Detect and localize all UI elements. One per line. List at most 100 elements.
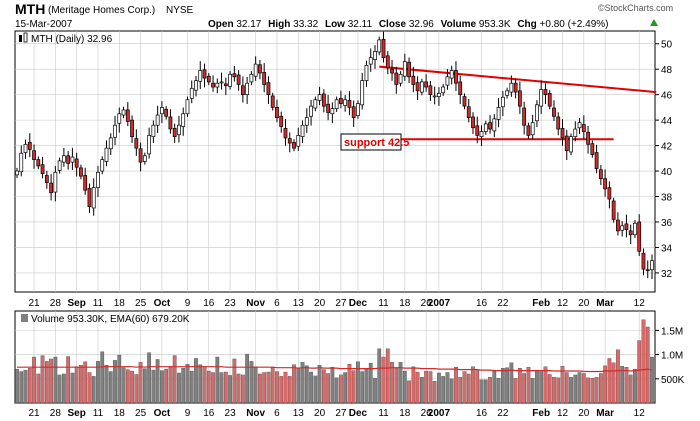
candle-up	[309, 105, 313, 117]
candle-up	[249, 73, 254, 83]
candle-down	[36, 159, 41, 167]
volume-bar	[394, 367, 399, 404]
volume-bar	[66, 356, 70, 404]
candle-down	[385, 55, 390, 69]
volume-bar	[177, 372, 181, 404]
volume-bar	[402, 370, 407, 404]
support-annotation-box	[340, 133, 402, 151]
candle-down	[466, 106, 471, 118]
price-x-axis-label: 26	[421, 298, 433, 309]
volume-bar	[113, 360, 117, 404]
volume-bar	[151, 369, 156, 404]
volume-bar	[32, 356, 36, 404]
volume-x-axis-label: Nov	[246, 408, 265, 419]
candle-up	[364, 65, 369, 82]
volume-bar	[603, 365, 607, 404]
volume-bar	[266, 371, 271, 404]
candle-up	[441, 86, 446, 94]
volume-bar	[104, 365, 109, 404]
volume-x-axis-label: 9	[185, 408, 191, 419]
price-x-axis-label: Nov	[246, 298, 265, 309]
support-annotation: support 42.5	[340, 133, 409, 151]
company-name: (Meritage Homes Corp.)	[48, 5, 155, 16]
volume-bar	[279, 376, 284, 404]
price-x-axis-label: 28	[50, 298, 62, 309]
volume-bar	[526, 367, 531, 404]
price-x-axis-label: Oct	[154, 298, 171, 309]
candle-up	[219, 81, 224, 84]
candle-down	[134, 138, 139, 149]
volume-bar	[347, 364, 352, 404]
candle-up	[539, 89, 544, 107]
candle-down	[292, 142, 296, 149]
candle-down	[471, 116, 475, 129]
volume-bar	[142, 368, 147, 404]
price-x-axis-label: 27	[335, 298, 347, 309]
volume-x-axis-label: 11	[93, 408, 104, 419]
volume-y-tick-label: 1.0M	[661, 351, 683, 362]
volume-bar	[172, 355, 177, 404]
candle-down	[275, 107, 279, 118]
volume-bar	[445, 372, 450, 404]
volume-bar	[228, 375, 232, 404]
candle-down	[206, 75, 211, 83]
volume-bar	[40, 355, 45, 404]
volume-bar	[611, 362, 616, 404]
volume-bar	[215, 356, 220, 404]
candle-up	[304, 117, 309, 126]
candle-up	[356, 103, 360, 117]
candle-down	[611, 200, 616, 220]
volume-x-axis-label: Dec	[349, 408, 368, 419]
volume-bar	[530, 378, 535, 404]
candle-down	[287, 138, 292, 144]
candle-up	[449, 70, 454, 79]
volume-x-axis-label: 6	[274, 408, 280, 419]
volume-x-axis-label: 25	[135, 408, 147, 419]
price-x-axis-label: Mar	[596, 298, 614, 309]
volume-bar	[645, 326, 650, 404]
candle-down	[407, 61, 411, 78]
volume-bar	[535, 369, 539, 404]
quote-stats: Open 32.17 High 33.32 Low 32.11 Close 32…	[208, 19, 608, 30]
volume-bar	[74, 366, 79, 404]
candle-up	[300, 124, 305, 138]
volume-bar	[330, 367, 335, 404]
price-x-axis-label: 11	[93, 298, 104, 309]
candlestick-icon-2	[23, 32, 28, 43]
candle-up	[317, 94, 322, 101]
candle-up	[100, 159, 105, 172]
price-y-tick-label: 44	[661, 116, 673, 127]
candle-down	[424, 81, 429, 88]
candle-up	[633, 222, 637, 236]
candle-up	[189, 87, 194, 99]
candle-down	[130, 119, 134, 138]
volume-bar	[390, 362, 394, 404]
volume-legend-text: Volume 953.30K, EMA(60) 679.20K	[31, 314, 190, 325]
volume-bar	[377, 348, 382, 404]
price-x-axis-label: 2007	[428, 298, 451, 309]
volume-bar	[296, 367, 301, 404]
candle-down	[240, 85, 245, 96]
candle-up	[445, 76, 450, 86]
candle-down	[168, 116, 173, 130]
volume-bar	[513, 378, 518, 404]
candle-up	[483, 123, 488, 132]
volume-bar	[466, 373, 471, 404]
volume-bar	[211, 372, 215, 404]
candle-up	[330, 108, 335, 115]
candle-down	[607, 187, 612, 200]
volume-bar	[313, 375, 318, 404]
candle-down	[590, 143, 595, 155]
volume-bar	[134, 374, 139, 404]
volume-bar	[471, 366, 475, 404]
volume-bar	[125, 369, 130, 404]
resistance-trendline	[379, 65, 657, 94]
volume-bar	[79, 365, 83, 404]
candle-up	[155, 114, 160, 126]
price-y-tick-label: 34	[661, 243, 673, 254]
price-x-axis-label: Sep	[67, 298, 85, 309]
volume-bar	[27, 367, 32, 404]
ema-line	[17, 366, 653, 373]
volume-bar	[249, 361, 254, 404]
candle-up	[419, 81, 424, 93]
